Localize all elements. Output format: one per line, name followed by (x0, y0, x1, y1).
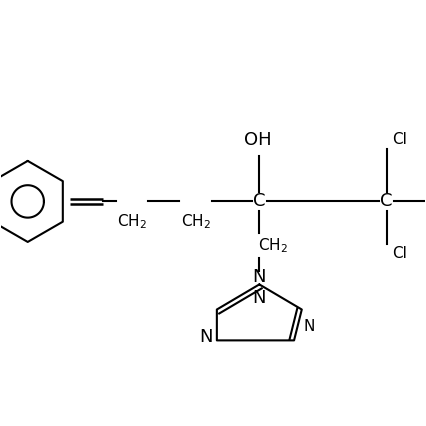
Text: CH$_2$: CH$_2$ (117, 212, 147, 231)
Text: OH: OH (244, 131, 271, 149)
Text: N: N (199, 328, 213, 345)
Text: CH$_2$: CH$_2$ (181, 212, 210, 231)
Text: N: N (253, 268, 266, 286)
Text: N: N (253, 289, 266, 307)
Text: C: C (253, 193, 265, 210)
Text: CH$_2$: CH$_2$ (258, 236, 288, 255)
Text: N: N (304, 320, 315, 334)
Text: C: C (380, 193, 393, 210)
Text: Cl: Cl (392, 132, 407, 147)
Text: Cl: Cl (392, 246, 407, 261)
